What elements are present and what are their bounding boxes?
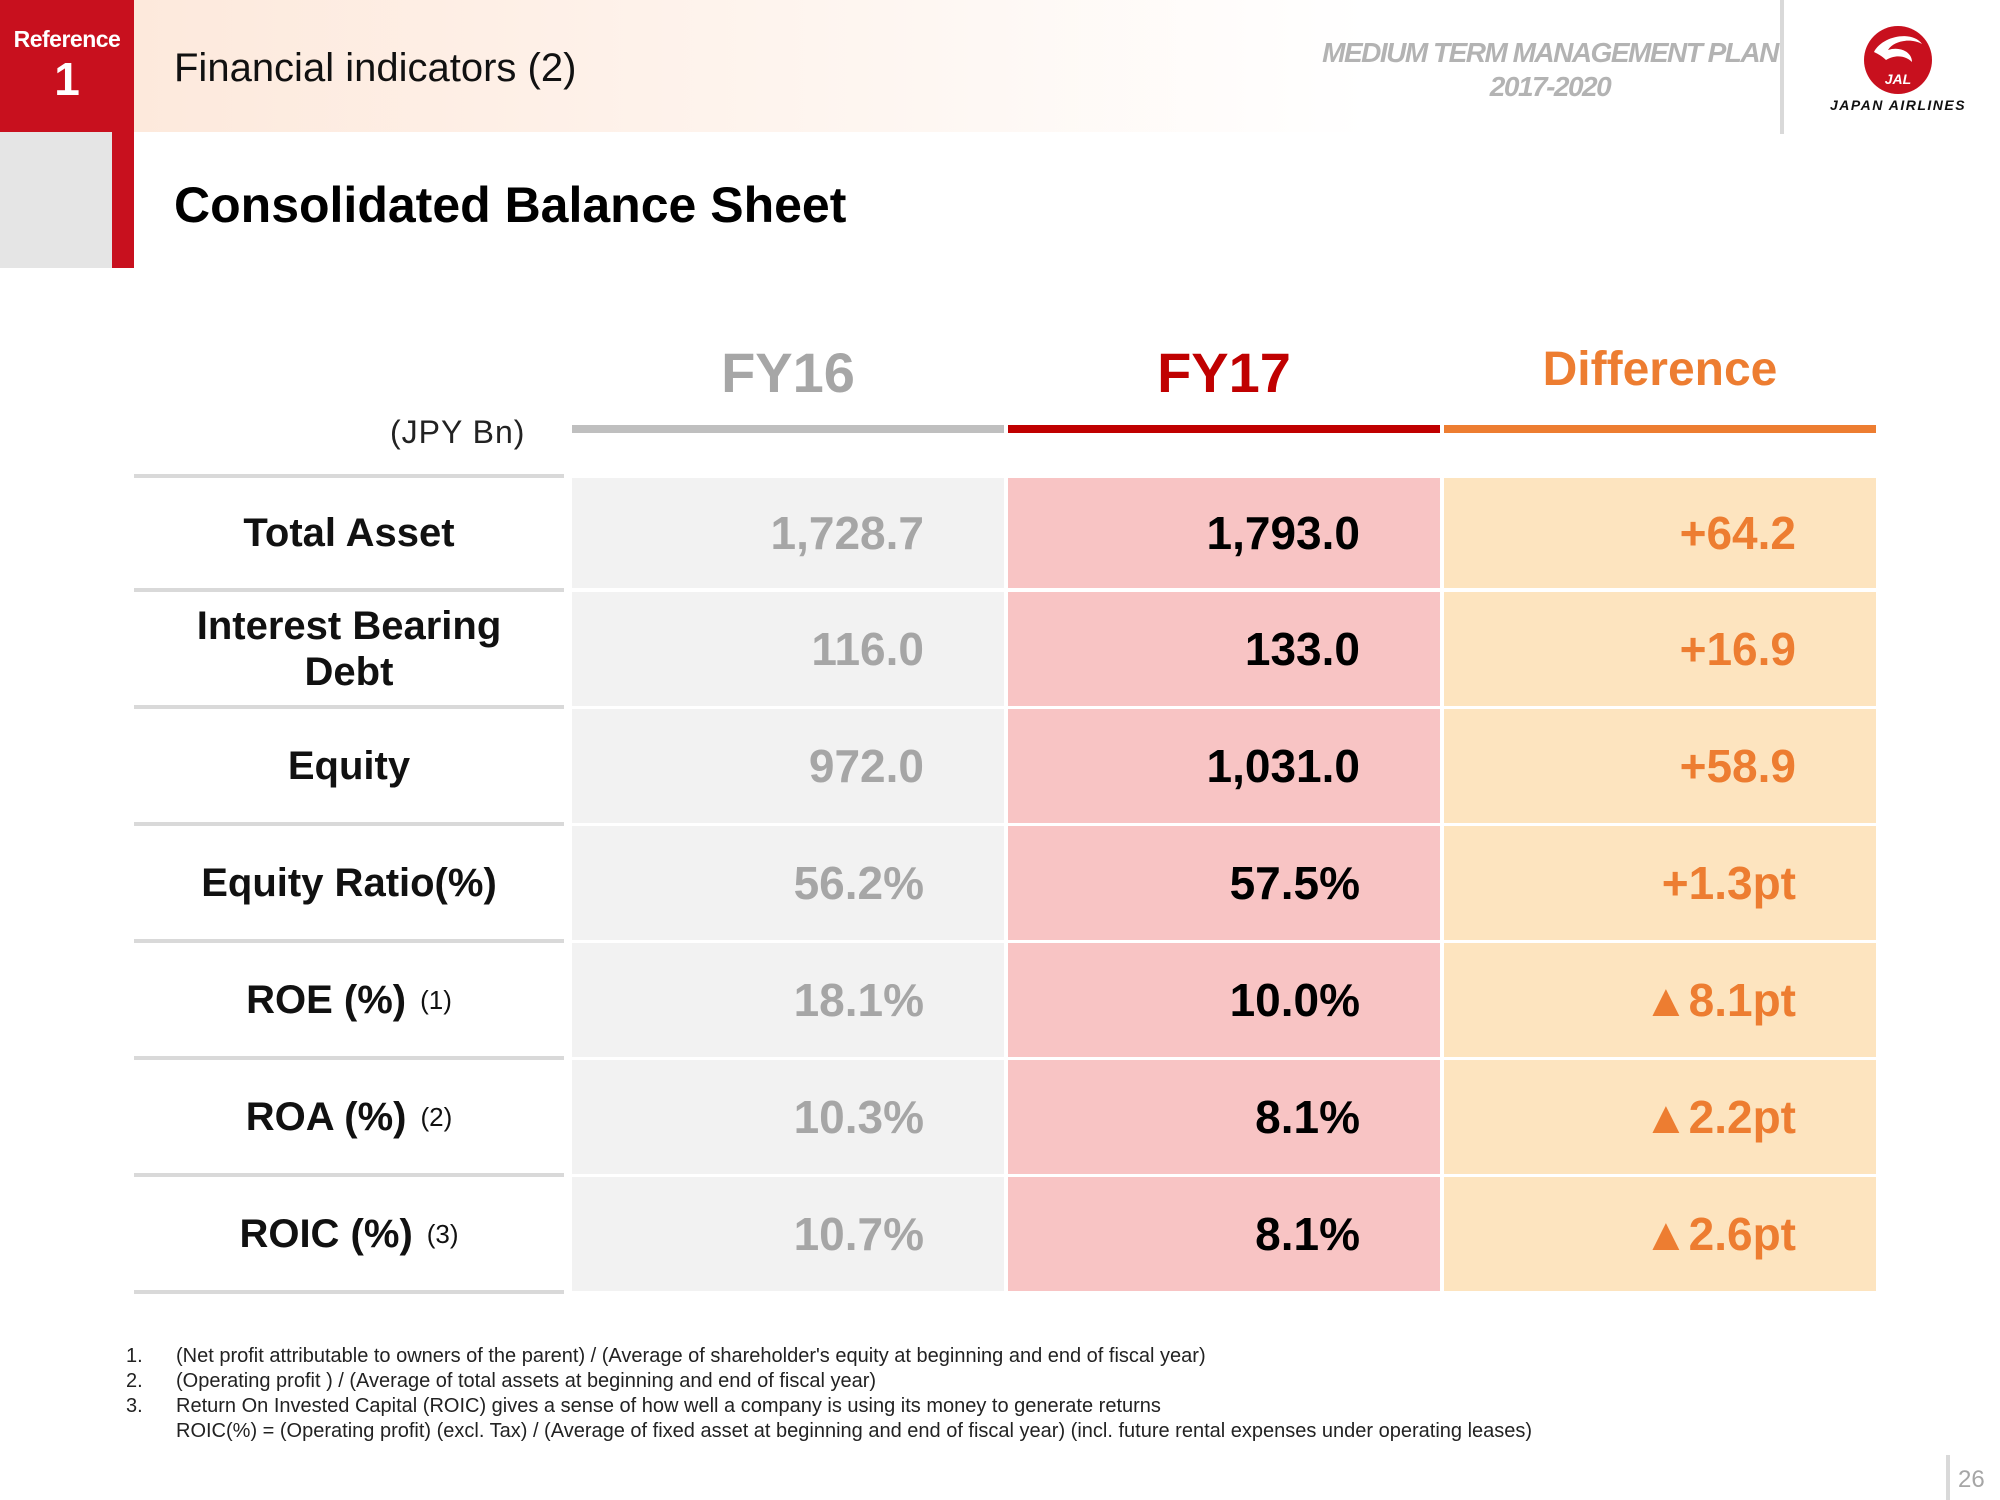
cell-fy17: 133.0 bbox=[1008, 592, 1440, 706]
row-label-text: ROA (%) bbox=[245, 1095, 407, 1139]
row-label-equity: Equity bbox=[134, 709, 564, 823]
plan-label-line2: 2017-2020 bbox=[1489, 71, 1612, 102]
header-band bbox=[134, 0, 1780, 132]
footnote: ROIC(%) = (Operating profit) (excl. Tax)… bbox=[126, 1419, 1532, 1444]
row-label-text: Equity bbox=[287, 744, 411, 788]
column-bar-fy16 bbox=[572, 425, 1004, 433]
row-label-roe: ROE (%) (1) bbox=[134, 943, 564, 1057]
row-label-text: Total Asset bbox=[243, 511, 455, 555]
cell-fy17: 8.1% bbox=[1008, 1177, 1440, 1291]
header-divider bbox=[1780, 0, 1784, 134]
cell-fy16: 18.1% bbox=[572, 943, 1004, 1057]
cell-fy17: 1,031.0 bbox=[1008, 709, 1440, 823]
cell-fy17: 10.0% bbox=[1008, 943, 1440, 1057]
cell-fy17: 57.5% bbox=[1008, 826, 1440, 940]
page-title: Financial indicators (2) bbox=[174, 46, 577, 90]
footnote-number: 1. bbox=[126, 1345, 143, 1367]
cell-fy16: 972.0 bbox=[572, 709, 1004, 823]
cell-difference: ▲2.2pt bbox=[1444, 1060, 1876, 1174]
footnote-ref: (3) bbox=[426, 1219, 459, 1249]
page-number-bar bbox=[1946, 1455, 1950, 1500]
footnote-ref: (2) bbox=[420, 1102, 453, 1132]
column-header-fy17: FY17 bbox=[1157, 341, 1291, 404]
footnote-number bbox=[126, 1419, 176, 1444]
footnote-text: ROIC(%) = (Operating profit) (excl. Tax)… bbox=[176, 1420, 1533, 1442]
cell-fy16: 56.2% bbox=[572, 826, 1004, 940]
row-divider bbox=[134, 1056, 564, 1060]
row-divider bbox=[134, 1290, 564, 1294]
reference-badge: Reference 1 bbox=[0, 0, 134, 132]
cell-fy16: 1,728.7 bbox=[572, 478, 1004, 588]
reference-label: Reference bbox=[13, 26, 121, 52]
row-label-text: ROE (%) bbox=[246, 978, 407, 1022]
row-label-roa: ROA (%) (2) bbox=[134, 1060, 564, 1174]
cell-difference: +64.2 bbox=[1444, 478, 1876, 588]
reference-number: 1 bbox=[54, 53, 80, 105]
cell-fy16: 116.0 bbox=[572, 592, 1004, 706]
section-title: Consolidated Balance Sheet bbox=[174, 177, 847, 233]
page-number: 26 bbox=[1958, 1466, 1985, 1493]
row-label-interest-bearing-debt: Interest Bearing Debt bbox=[134, 592, 564, 706]
footnotes: 1. (Net profit attributable to owners of… bbox=[126, 1344, 1532, 1444]
footnote: 1. (Net profit attributable to owners of… bbox=[126, 1344, 1532, 1369]
plan-label: MEDIUM TERM MANAGEMENT PLAN 2017-2020 bbox=[1300, 36, 1800, 104]
footnote: 3. Return On Invested Capital (ROIC) giv… bbox=[126, 1394, 1532, 1419]
cell-fy17: 1,793.0 bbox=[1008, 478, 1440, 588]
decor-grey-block bbox=[0, 132, 112, 268]
cell-fy17: 8.1% bbox=[1008, 1060, 1440, 1174]
cell-difference: ▲2.6pt bbox=[1444, 1177, 1876, 1291]
cell-difference: +16.9 bbox=[1444, 592, 1876, 706]
row-divider bbox=[134, 588, 564, 592]
footnote-text: (Net profit attributable to owners of th… bbox=[176, 1345, 1206, 1367]
row-label-text: Interest Bearing Debt bbox=[196, 604, 502, 694]
jal-crane-logo-icon: JAL bbox=[1864, 26, 1932, 94]
unit-label: (JPY Bn) bbox=[390, 414, 526, 450]
decor-red-stripe bbox=[112, 132, 134, 268]
row-divider bbox=[134, 1173, 564, 1177]
cell-difference: +58.9 bbox=[1444, 709, 1876, 823]
column-header-fy16: FY16 bbox=[721, 341, 855, 404]
column-header-difference: Difference bbox=[1542, 343, 1778, 396]
row-label-roic: ROIC (%) (3) bbox=[134, 1177, 564, 1291]
column-bar-fy17 bbox=[1008, 425, 1440, 433]
row-divider bbox=[134, 474, 564, 478]
row-label-equity-ratio: Equity Ratio(%) bbox=[134, 826, 564, 940]
footnote-number: 2. bbox=[126, 1370, 143, 1392]
footnote-number: 3. bbox=[126, 1395, 143, 1417]
plan-label-line1: MEDIUM TERM MANAGEMENT PLAN bbox=[1322, 37, 1779, 68]
cell-difference: ▲8.1pt bbox=[1444, 943, 1876, 1057]
row-label-text: Equity Ratio(%) bbox=[201, 861, 497, 905]
row-divider bbox=[134, 939, 564, 943]
footnote-text: (Operating profit ) / (Average of total … bbox=[176, 1370, 877, 1392]
logo-text: JAPAN AIRLINES bbox=[1829, 97, 1967, 113]
row-label-total-asset: Total Asset bbox=[134, 478, 564, 588]
row-divider bbox=[134, 705, 564, 709]
footnote-text: Return On Invested Capital (ROIC) gives … bbox=[176, 1395, 1161, 1417]
cell-fy16: 10.3% bbox=[572, 1060, 1004, 1174]
footnote-ref: (1) bbox=[420, 985, 452, 1015]
cell-fy16: 10.7% bbox=[572, 1177, 1004, 1291]
footnote: 2. (Operating profit ) / (Average of tot… bbox=[126, 1369, 1532, 1394]
column-bar-difference bbox=[1444, 425, 1876, 433]
row-divider bbox=[134, 822, 564, 826]
row-label-text: ROIC (%) bbox=[239, 1212, 413, 1256]
cell-difference: +1.3pt bbox=[1444, 826, 1876, 940]
logo-mark-text: JAL bbox=[1885, 71, 1911, 87]
